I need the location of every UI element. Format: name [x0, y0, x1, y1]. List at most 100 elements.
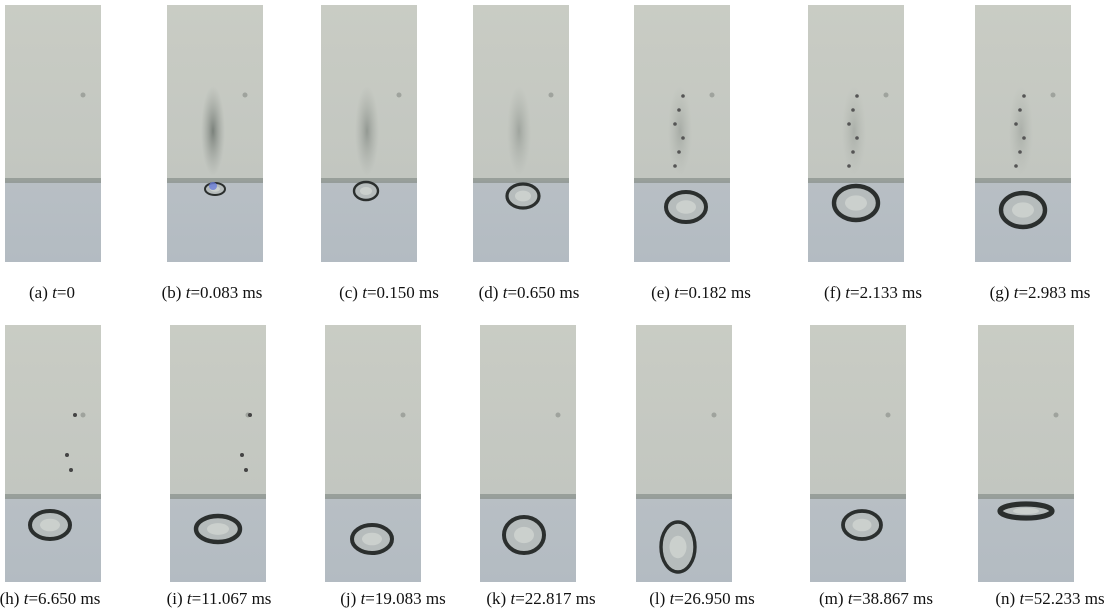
caption-time: =0 [57, 283, 75, 302]
surface-line [810, 494, 906, 499]
photo-upper [170, 325, 266, 497]
caption-time: =38.867 ms [853, 589, 933, 608]
speck [1051, 93, 1056, 98]
caption: (d) t=0.650 ms [479, 283, 580, 302]
droplet [65, 453, 69, 457]
droplet [677, 150, 681, 154]
droplet [73, 413, 77, 417]
photo-panel [636, 325, 732, 582]
caption-time: =26.950 ms [674, 589, 754, 608]
caption-time: =2.983 ms [1018, 283, 1090, 302]
photo-panel [810, 325, 906, 582]
caption-label: (n) [995, 589, 1015, 608]
caption-label: (c) [339, 283, 358, 302]
caption-label: (f) [824, 283, 841, 302]
droplet [847, 122, 851, 126]
caption-time: =19.083 ms [365, 589, 445, 608]
caption-label: (l) [649, 589, 665, 608]
caption-label: (e) [651, 283, 670, 302]
photo-lower [5, 181, 101, 262]
surface-line [808, 178, 904, 183]
speck [884, 93, 889, 98]
bubble-core [1013, 508, 1039, 514]
droplet [681, 136, 685, 140]
caption-label: (b) [162, 283, 182, 302]
bubble-core [515, 191, 531, 202]
surface-line [978, 494, 1074, 499]
caption: (l) t=26.950 ms [649, 589, 754, 608]
caption-time: =6.650 ms [28, 589, 100, 608]
droplet [855, 94, 859, 98]
photo-panel [473, 5, 569, 262]
surface-line [5, 494, 101, 499]
photo-panel [325, 325, 421, 582]
caption-label: (i) [167, 589, 183, 608]
photo-panel [321, 5, 417, 262]
caption-time: =0.182 ms [679, 283, 751, 302]
caption-time: =22.817 ms [515, 589, 595, 608]
droplet [1014, 122, 1018, 126]
caption-label: (a) [29, 283, 48, 302]
droplet [673, 122, 677, 126]
droplet [851, 108, 855, 112]
caption-label: (h) [0, 589, 19, 608]
bubble-core [853, 519, 872, 532]
bubble-core [845, 195, 867, 210]
caption-time: =0.650 ms [507, 283, 579, 302]
droplet [1022, 136, 1026, 140]
caption-label: (j) [340, 589, 356, 608]
bubble-core [362, 533, 382, 546]
photo-upper [636, 325, 732, 497]
speck [81, 413, 86, 418]
photo-panel [975, 5, 1071, 262]
droplet [248, 413, 252, 417]
vapor-plume [201, 86, 225, 176]
surface-line [636, 494, 732, 499]
bubble-core [1012, 202, 1034, 217]
speck [401, 413, 406, 418]
caption-label: (g) [990, 283, 1010, 302]
photo-panel [5, 325, 101, 582]
photo-panel [808, 5, 904, 262]
surface-line [480, 494, 576, 499]
surface-line [634, 178, 730, 183]
vapor-plume [507, 86, 531, 176]
caption: (b) t=0.083 ms [162, 283, 263, 302]
droplet [240, 453, 244, 457]
caption-time: =2.133 ms [850, 283, 922, 302]
surface-line [325, 494, 421, 499]
caption: (f) t=2.133 ms [824, 283, 922, 302]
caption-time: =0.083 ms [190, 283, 262, 302]
photo-panel [978, 325, 1074, 582]
photo-upper [5, 5, 101, 181]
droplet [855, 136, 859, 140]
caption-time: =0.150 ms [367, 283, 439, 302]
droplet [69, 468, 73, 472]
bubble-core [514, 527, 534, 543]
surface-line [170, 494, 266, 499]
bubble-core [360, 187, 372, 195]
droplet [673, 164, 677, 168]
photo-upper [480, 325, 576, 497]
droplet [681, 94, 685, 98]
droplet [677, 108, 681, 112]
droplet [1018, 150, 1022, 154]
caption: (k) t=22.817 ms [486, 589, 595, 608]
caption-label: (m) [819, 589, 844, 608]
caption: (m) t=38.867 ms [819, 589, 933, 608]
bubble-core [670, 536, 687, 559]
speck [81, 93, 86, 98]
droplet [1014, 164, 1018, 168]
caption-time: =52.233 ms [1024, 589, 1104, 608]
speck [397, 93, 402, 98]
caption-label: (d) [479, 283, 499, 302]
photo-upper [5, 325, 101, 497]
vapor-plume [668, 86, 692, 176]
droplet [847, 164, 851, 168]
caption: (h) t=6.650 ms [0, 589, 100, 608]
speck [243, 93, 248, 98]
vapor-plume [842, 86, 866, 176]
speck [712, 413, 717, 418]
bubble-core [207, 523, 229, 535]
photo-upper [978, 325, 1074, 497]
